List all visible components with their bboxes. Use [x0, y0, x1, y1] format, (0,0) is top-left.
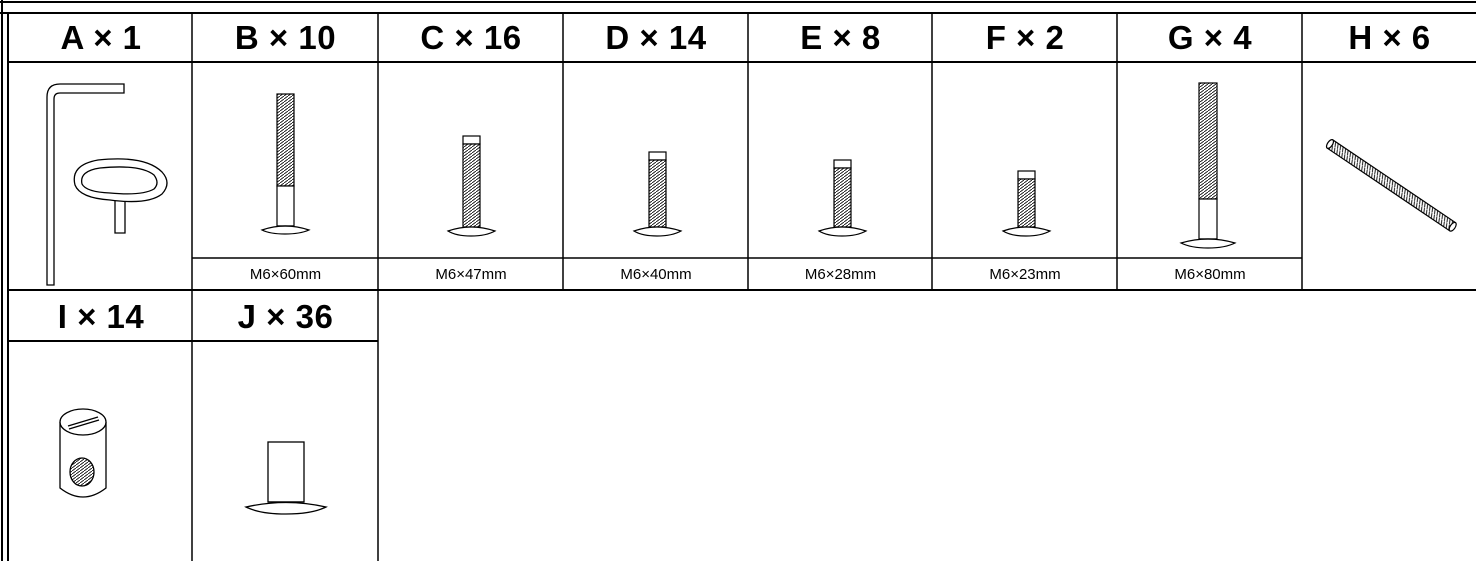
threaded-rod-h-icon: [1325, 139, 1457, 232]
part-c-heading: C × 16: [420, 19, 522, 56]
part-b-heading: B × 10: [234, 19, 337, 56]
wrench-icon: [73, 158, 168, 234]
bolt-e-icon: [817, 159, 868, 237]
part-i-heading: I × 14: [57, 297, 145, 335]
barrel-nut-i-icon: [59, 408, 107, 498]
part-d-size: M6×40mm: [620, 265, 692, 283]
part-f-heading: F × 2: [985, 19, 1065, 56]
bolt-c-icon: [446, 135, 497, 237]
part-j-heading: J × 36: [237, 297, 334, 335]
cap-nut-j-icon: [244, 441, 328, 515]
part-c-size: M6×47mm: [435, 265, 507, 283]
bolt-f-icon: [1001, 170, 1052, 237]
part-h-heading: H × 6: [1348, 19, 1431, 56]
part-e-heading: E × 8: [800, 19, 881, 56]
part-f-size: M6×23mm: [989, 265, 1061, 283]
bolt-g-icon: [1179, 82, 1237, 249]
part-e-size: M6×28mm: [804, 265, 877, 283]
bolt-d-icon: [632, 151, 683, 237]
bolt-b-icon: [260, 93, 311, 235]
part-g-size: M6×80mm: [1174, 265, 1246, 283]
part-a-heading: A × 1: [60, 19, 142, 56]
part-d-heading: D × 14: [605, 19, 707, 56]
allen-key-icon: [46, 83, 125, 286]
part-g-heading: G × 4: [1167, 19, 1253, 56]
part-b-size: M6×60mm: [249, 265, 322, 283]
